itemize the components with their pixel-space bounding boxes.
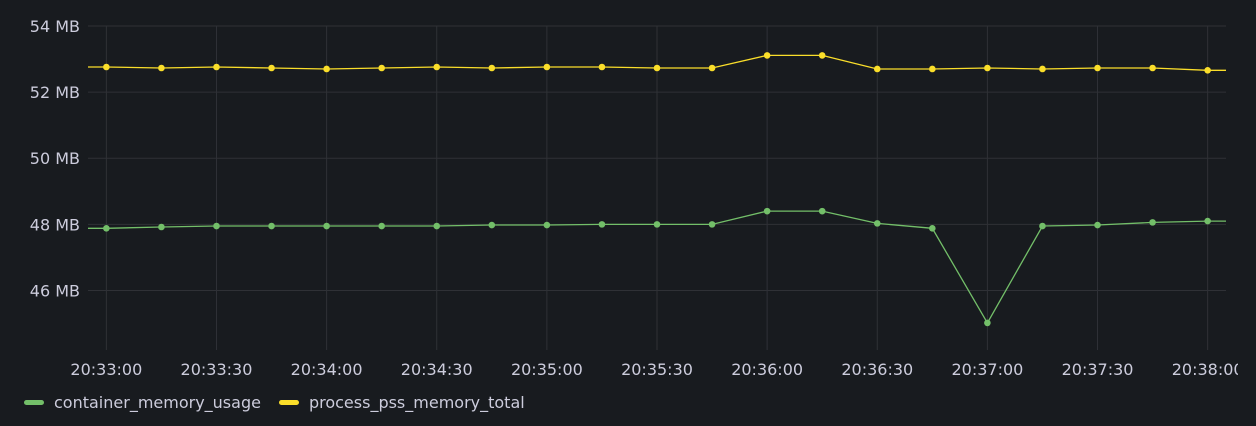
legend-swatch-process-pss-memory-total (278, 400, 299, 405)
y-tick-label: 46 MB (30, 281, 80, 300)
series-layer (88, 52, 1226, 327)
legend: container_memory_usage process_pss_memor… (24, 393, 525, 412)
data-point-container-memory-usage[interactable] (984, 319, 991, 327)
data-point-container-memory-usage[interactable] (1204, 217, 1211, 225)
data-point-container-memory-usage[interactable] (488, 221, 496, 229)
data-point-process-pss-memory-total[interactable] (1204, 67, 1211, 74)
data-point-process-pss-memory-total[interactable] (433, 63, 441, 71)
data-point-container-memory-usage[interactable] (433, 222, 441, 230)
data-point-container-memory-usage[interactable] (708, 221, 716, 228)
data-point-process-pss-memory-total[interactable] (873, 65, 881, 73)
data-point-container-memory-usage[interactable] (929, 225, 936, 232)
data-point-container-memory-usage[interactable] (1094, 221, 1101, 229)
data-point-container-memory-usage[interactable] (378, 222, 385, 230)
data-point-container-memory-usage[interactable] (268, 222, 275, 230)
data-point-process-pss-memory-total[interactable] (708, 64, 716, 72)
legend-label-process-pss-memory-total: process_pss_memory_total (308, 393, 525, 412)
data-point-container-memory-usage[interactable] (213, 222, 220, 230)
data-point-container-memory-usage[interactable] (323, 222, 330, 230)
x-tick-label: 20:33:00 (70, 360, 142, 379)
y-tick-label: 48 MB (30, 215, 80, 234)
data-point-process-pss-memory-total[interactable] (488, 64, 496, 72)
data-point-process-pss-memory-total[interactable] (268, 64, 275, 72)
data-point-container-memory-usage[interactable] (763, 207, 771, 215)
y-tick-label: 54 MB (30, 17, 80, 36)
data-point-process-pss-memory-total[interactable] (213, 63, 220, 71)
legend-label-container-memory-usage: container_memory_usage (54, 393, 261, 412)
legend-item-container-memory-usage[interactable]: container_memory_usage (24, 393, 261, 412)
legend-item-process-pss-memory-total[interactable]: process_pss_memory_total (278, 393, 525, 412)
data-point-container-memory-usage[interactable] (598, 221, 606, 228)
x-tick-label: 20:34:00 (291, 360, 363, 379)
data-point-process-pss-memory-total[interactable] (378, 64, 385, 72)
x-axis: 20:33:00 20:33:30 20:34:00 20:34:30 20:35:00… (70, 360, 1244, 379)
legend-swatch-container-memory-usage (24, 400, 44, 405)
grid-layer (88, 25, 1226, 350)
data-point-process-pss-memory-total[interactable] (103, 63, 110, 71)
y-tick-label: 50 MB (30, 149, 80, 168)
data-point-container-memory-usage[interactable] (158, 223, 165, 231)
data-point-process-pss-memory-total[interactable] (1149, 64, 1156, 72)
x-tick-label: 20:35:00 (511, 360, 583, 379)
data-point-process-pss-memory-total[interactable] (598, 63, 606, 71)
series-process-pss-memory-total (88, 52, 1226, 74)
x-tick-label: 20:38:00 (1172, 360, 1244, 379)
data-point-container-memory-usage[interactable] (653, 221, 661, 228)
data-point-container-memory-usage[interactable] (873, 220, 881, 227)
data-point-process-pss-memory-total[interactable] (984, 64, 991, 72)
data-point-process-pss-memory-total[interactable] (763, 52, 771, 59)
data-point-container-memory-usage[interactable] (1149, 219, 1156, 226)
x-tick-label: 20:35:30 (621, 360, 693, 379)
data-point-process-pss-memory-total[interactable] (1094, 64, 1101, 72)
data-point-process-pss-memory-total[interactable] (323, 65, 330, 73)
data-point-process-pss-memory-total[interactable] (929, 65, 936, 73)
data-point-process-pss-memory-total[interactable] (818, 52, 826, 59)
data-point-container-memory-usage[interactable] (818, 207, 826, 215)
x-tick-label: 20:34:30 (401, 360, 473, 379)
data-point-process-pss-memory-total[interactable] (1039, 65, 1046, 73)
data-point-container-memory-usage[interactable] (543, 221, 551, 229)
x-tick-label: 20:37:00 (951, 360, 1023, 379)
x-tick-label: 20:33:30 (181, 360, 253, 379)
data-point-process-pss-memory-total[interactable] (158, 64, 165, 72)
x-tick-label: 20:36:30 (841, 360, 913, 379)
data-point-container-memory-usage[interactable] (103, 225, 110, 232)
x-tick-label: 20:37:30 (1062, 360, 1134, 379)
series-container-memory-usage (88, 207, 1226, 327)
x-tick-label: 20:36:00 (731, 360, 803, 379)
data-point-process-pss-memory-total[interactable] (543, 63, 551, 71)
y-tick-label: 52 MB (30, 83, 80, 102)
data-point-process-pss-memory-total[interactable] (653, 64, 661, 72)
y-axis: 46 MB 48 MB 50 MB 52 MB 54 MB (30, 17, 80, 300)
data-point-container-memory-usage[interactable] (1039, 222, 1046, 230)
